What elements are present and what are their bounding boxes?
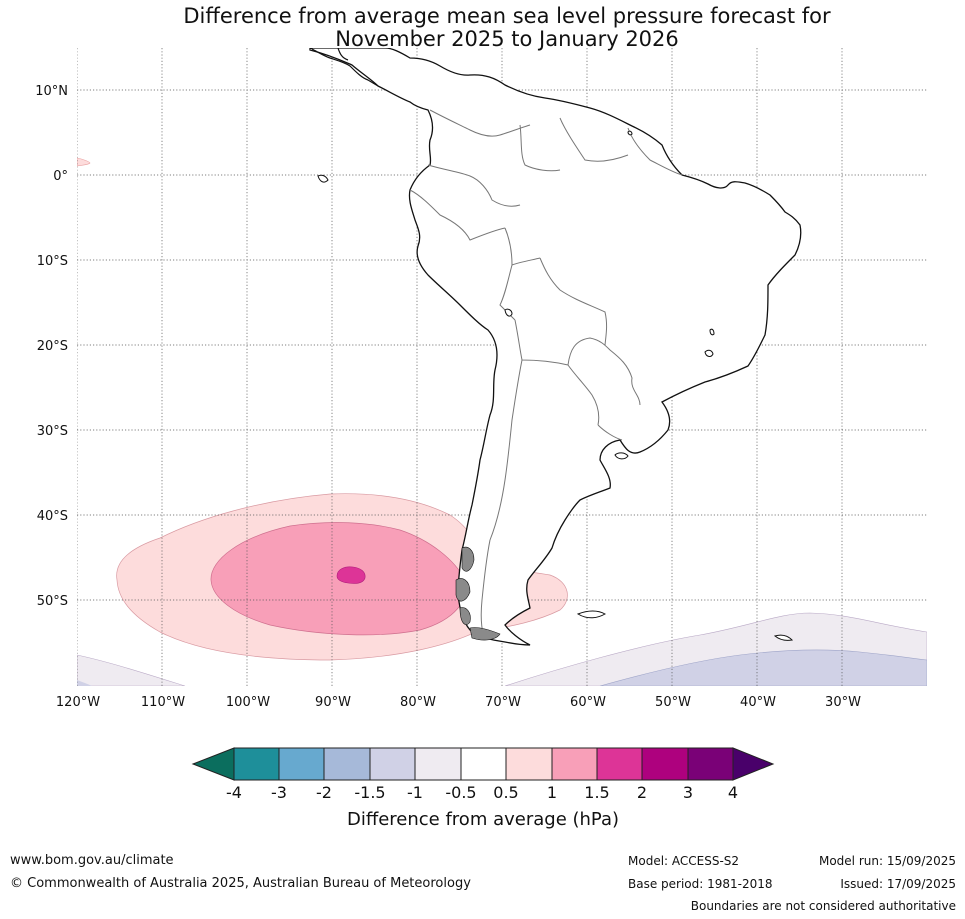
- colorbar-tick-label: -4: [226, 783, 242, 802]
- lat-label: 50°S: [37, 594, 68, 609]
- colorbar-frame: [233, 747, 734, 781]
- colorbar-label: Difference from average (hPa): [347, 809, 619, 830]
- lon-label: 110°W: [141, 695, 185, 710]
- colorbar-segment: [415, 748, 461, 780]
- colorbar-tick-label: 4: [728, 783, 738, 802]
- colorbar-segment: [370, 748, 415, 780]
- lon-label: 60°W: [570, 695, 606, 710]
- footer-base-period: Base period: 1981-2018: [628, 877, 773, 891]
- lon-label: 80°W: [400, 695, 436, 710]
- lat-label: 40°S: [37, 509, 68, 524]
- colorbar-tick-label: -1: [407, 783, 423, 802]
- latitude-labels: 10°N 0° 10°S 20°S 30°S 40°S 50°S: [35, 84, 68, 609]
- colorbar-segment: [234, 748, 279, 780]
- south-america-coastline: [309, 48, 802, 646]
- footer-model-run: Model run: 15/09/2025: [818, 854, 956, 868]
- colorbar-segment: [597, 748, 642, 780]
- negative-anomaly-west-edge-inner: [77, 680, 92, 686]
- colorbar-tick-label: 3: [683, 783, 693, 802]
- colorbar-under-arrow: [191, 747, 235, 781]
- colorbar: -4 -3 -2 -1.5 -1 -0.5 0.5 1 1.5 2 3 4 Di…: [191, 747, 775, 830]
- colorbar-segment: [552, 748, 597, 780]
- colorbar-segment: [324, 748, 370, 780]
- lon-label: 70°W: [485, 695, 521, 710]
- footer-url-link[interactable]: www.bom.gov.au/climate: [10, 853, 174, 868]
- colorbar-segment: [688, 748, 733, 780]
- footer-boundaries-note: Boundaries are not considered authoritat…: [690, 899, 956, 913]
- positive-anomaly-1.5-to-2: [336, 566, 366, 584]
- colorbar-tick-label: 1.5: [584, 783, 609, 802]
- colorbar-tick-label: -2: [316, 783, 332, 802]
- lon-label: 50°W: [655, 695, 691, 710]
- lakes-and-islands: [317, 130, 794, 641]
- negative-anomaly-west-edge: [77, 654, 186, 686]
- colorbar-tick-label: -0.5: [445, 783, 476, 802]
- positive-anomaly-equatorial-edge: [77, 157, 91, 167]
- colorbar-segment: [279, 748, 324, 780]
- colorbar-tick-label: -3: [271, 783, 287, 802]
- lon-label: 100°W: [226, 695, 270, 710]
- map-title-line-1: Difference from average mean sea level p…: [183, 4, 831, 28]
- lon-label: 30°W: [825, 695, 861, 710]
- negative-anomaly-minus-1.5-to-minus-1: [599, 649, 927, 686]
- colorbar-tick-label: -1.5: [354, 783, 385, 802]
- colorbar-tick-label: 0.5: [493, 783, 518, 802]
- map-plot-area: 10°N 0° 10°S 20°S 30°S 40°S 50°S 120°W 1…: [35, 48, 927, 710]
- lat-label: 30°S: [37, 424, 68, 439]
- lon-label: 120°W: [56, 695, 100, 710]
- footer-model: Model: ACCESS-S2: [628, 854, 740, 868]
- lat-label: 0°: [53, 169, 68, 184]
- lon-label: 90°W: [315, 695, 351, 710]
- map-canvas: 10°N 0° 10°S 20°S 30°S 40°S 50°S 120°W 1…: [35, 48, 927, 830]
- lon-label: 40°W: [740, 695, 776, 710]
- patagonian-archipelago: [455, 546, 501, 641]
- lat-label: 10°S: [37, 254, 68, 269]
- colorbar-segment: [461, 748, 506, 780]
- colorbar-segment: [642, 748, 688, 780]
- colorbar-tick-label: 1: [547, 783, 557, 802]
- map-title-line-2: November 2025 to January 2026: [335, 27, 679, 51]
- lat-label: 20°S: [37, 339, 68, 354]
- footer-copyright: © Commonwealth of Australia 2025, Austra…: [10, 876, 471, 891]
- central-america-coastline: [309, 48, 379, 87]
- colorbar-segment: [506, 748, 552, 780]
- longitude-labels: 120°W 110°W 100°W 90°W 80°W 70°W 60°W 50…: [56, 695, 861, 710]
- lat-label: 10°N: [35, 84, 68, 99]
- colorbar-tick-label: 2: [637, 783, 647, 802]
- graticule: [77, 48, 927, 686]
- colorbar-over-arrow: [732, 747, 775, 781]
- footer-issued-date: Issued: 17/09/2025: [840, 877, 956, 891]
